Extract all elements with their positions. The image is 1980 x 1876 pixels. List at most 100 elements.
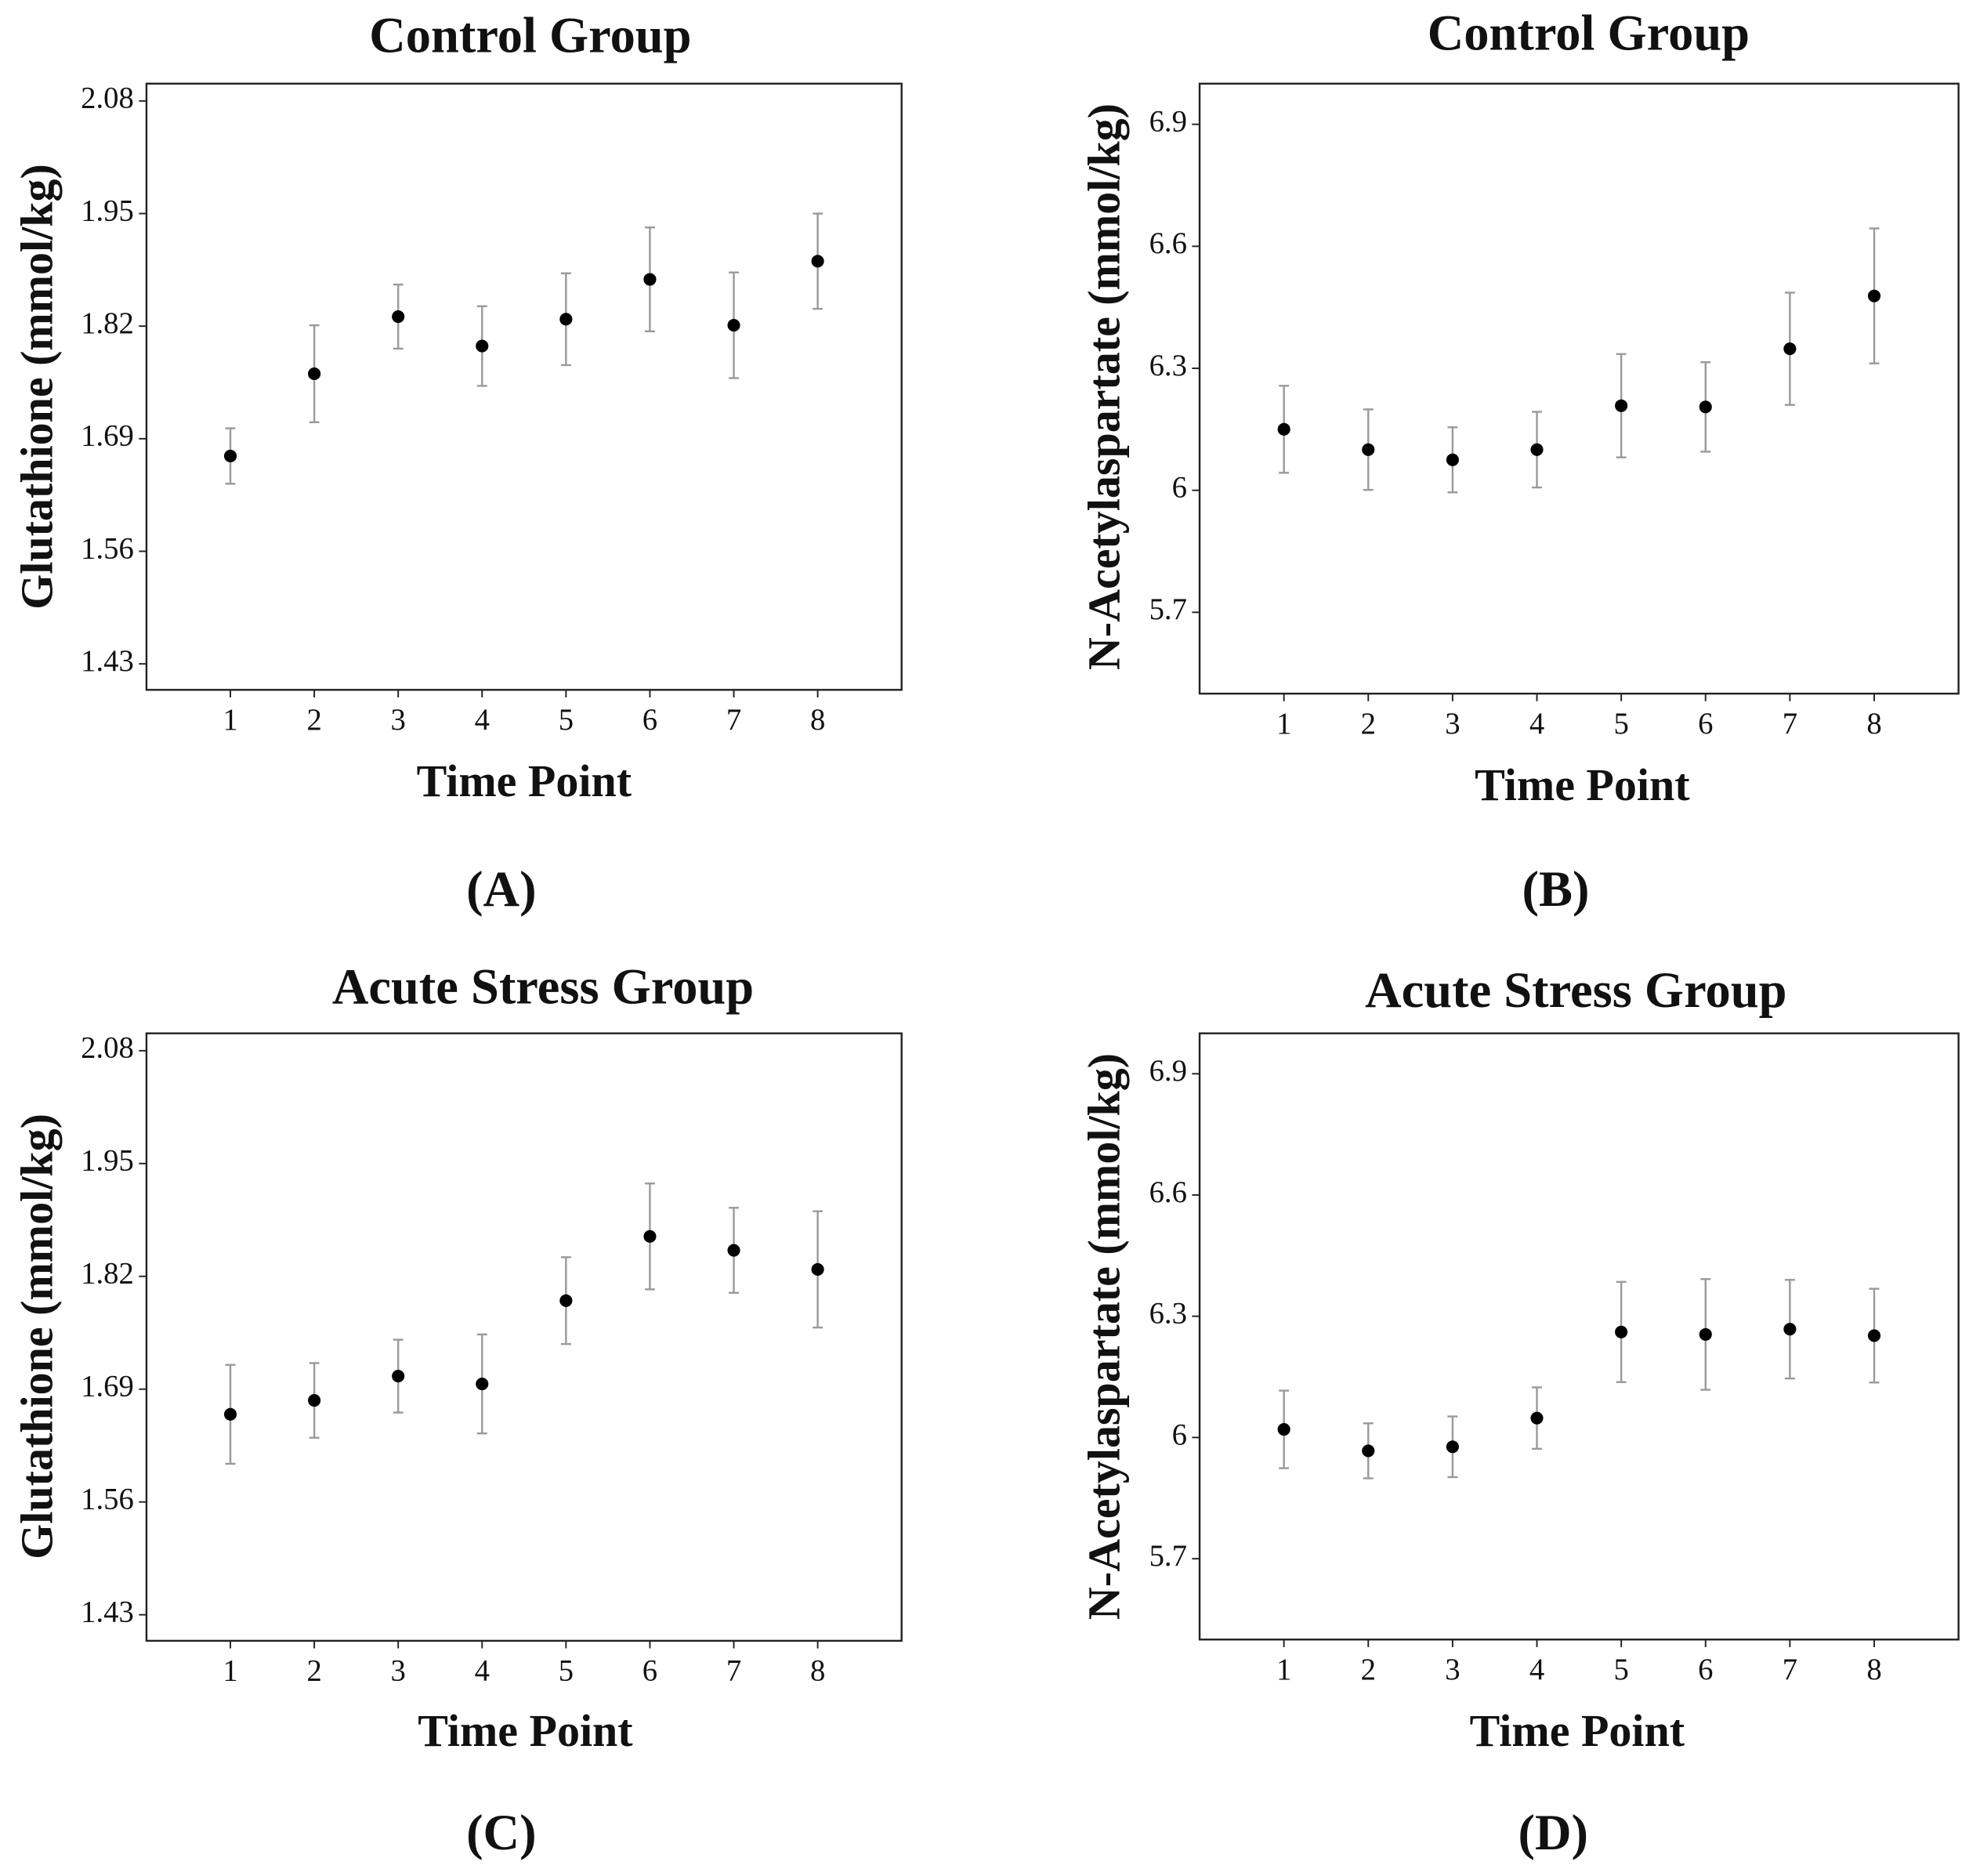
y-tick-label: 1.56 — [81, 532, 134, 565]
point — [1277, 422, 1290, 436]
y-tick-label: 1.56 — [81, 1483, 134, 1516]
y-tick-label: 1.43 — [81, 1596, 134, 1629]
x-tick-label: 6 — [1698, 1653, 1713, 1686]
x-tick-label: 4 — [475, 704, 490, 737]
point — [559, 313, 573, 326]
x-tick-label: 7 — [726, 704, 741, 737]
panel: Control Group Time Point N-Acetylaspartate… — [1078, 5, 1960, 917]
y-tick-label: 6.9 — [1149, 1055, 1187, 1088]
point — [1615, 1325, 1628, 1338]
point — [392, 1370, 405, 1383]
y-tick-label: 2.08 — [81, 82, 134, 115]
y-tick-label: 6.9 — [1149, 106, 1187, 139]
x-tick-label: 6 — [643, 1655, 657, 1688]
x-tick-label: 7 — [726, 1655, 741, 1688]
point — [643, 273, 657, 286]
x-tick-label: 4 — [1529, 708, 1544, 741]
chart-title: Acute Stress Group — [332, 958, 754, 1014]
x-tick-label: 8 — [810, 704, 825, 737]
y-tick-label: 2.08 — [81, 1032, 134, 1065]
point — [1446, 1440, 1459, 1454]
x-axis-label: Time Point — [417, 755, 632, 806]
x-tick-label: 7 — [1783, 708, 1797, 741]
point — [1446, 453, 1459, 466]
point — [476, 339, 489, 353]
x-tick-label: 1 — [1276, 708, 1291, 741]
point — [1277, 1423, 1290, 1436]
y-tick-label: 1.69 — [81, 1371, 134, 1403]
x-tick-label: 8 — [810, 1655, 825, 1688]
x-tick-label: 1 — [223, 1655, 237, 1688]
y-tick-label: 6 — [1172, 1418, 1187, 1451]
point — [811, 1262, 824, 1276]
point — [1867, 289, 1881, 302]
x-tick-label: 1 — [1276, 1653, 1291, 1686]
x-tick-label: 5 — [1613, 708, 1628, 741]
point — [1362, 1444, 1375, 1458]
plot-frame — [1198, 82, 1960, 695]
x-tick-label: 3 — [1445, 1653, 1460, 1686]
x-tick-label: 8 — [1866, 1653, 1881, 1686]
x-tick-label: 5 — [559, 1655, 574, 1688]
y-tick-label: 6.6 — [1149, 1176, 1187, 1209]
plot-frame — [1198, 1032, 1960, 1641]
point — [727, 1244, 740, 1257]
plot-frame — [145, 1032, 903, 1642]
x-tick-label: 8 — [1866, 708, 1881, 741]
x-tick-label: 3 — [1445, 708, 1460, 741]
x-tick-label: 2 — [306, 704, 321, 737]
y-tick-label: 6.3 — [1149, 349, 1187, 382]
x-tick-label: 2 — [306, 1655, 321, 1688]
y-axis-label: Glutathione (mmol/kg) — [11, 164, 62, 610]
point — [1867, 1329, 1881, 1342]
y-tick-label: 6.3 — [1149, 1298, 1187, 1331]
y-tick-label: 1.69 — [81, 420, 134, 453]
point — [811, 255, 824, 268]
point — [1699, 1327, 1712, 1341]
y-tick-label: 1.82 — [81, 1258, 134, 1291]
panel: Acute Stress Group Time Point Glutathione … — [11, 958, 903, 1860]
plot-frame — [145, 82, 903, 691]
panel-label: (A) — [466, 861, 536, 917]
point — [1615, 399, 1628, 412]
point — [223, 449, 237, 462]
y-axis-label: Glutathione (mmol/kg) — [11, 1114, 62, 1559]
y-tick-label: 1.43 — [81, 645, 134, 678]
point — [559, 1294, 573, 1307]
x-tick-label: 5 — [559, 704, 574, 737]
x-tick-label: 2 — [1361, 708, 1376, 741]
y-tick-label: 1.82 — [81, 307, 134, 340]
x-tick-label: 6 — [1698, 708, 1713, 741]
point — [223, 1407, 237, 1421]
y-tick-label: 1.95 — [81, 1145, 134, 1178]
y-tick-label: 6.6 — [1149, 227, 1187, 260]
point — [1530, 1411, 1544, 1425]
y-tick-label: 1.95 — [81, 194, 134, 227]
x-tick-label: 4 — [475, 1655, 490, 1688]
y-tick-label: 6 — [1172, 472, 1187, 505]
x-axis-label: Time Point — [418, 1705, 633, 1756]
point — [727, 319, 740, 332]
x-tick-label: 5 — [1613, 1653, 1628, 1686]
y-tick-label: 5.7 — [1149, 593, 1187, 626]
x-tick-label: 2 — [1361, 1653, 1376, 1686]
point — [476, 1378, 489, 1391]
x-tick-label: 4 — [1529, 1653, 1544, 1686]
point — [643, 1230, 657, 1243]
x-tick-label: 3 — [391, 1655, 406, 1688]
chart-title: Control Group — [369, 8, 691, 63]
x-tick-label: 6 — [643, 704, 657, 737]
point — [308, 1394, 321, 1407]
point — [1530, 443, 1544, 456]
x-axis-label: Time Point — [1470, 1705, 1685, 1756]
point — [1362, 443, 1375, 456]
point — [1783, 342, 1797, 356]
x-tick-label: 1 — [223, 704, 237, 737]
x-tick-label: 7 — [1783, 1653, 1797, 1686]
panel-label: (B) — [1522, 861, 1590, 917]
panel-label: (D) — [1518, 1805, 1588, 1860]
panel-label: (C) — [466, 1805, 536, 1860]
point — [1783, 1323, 1797, 1336]
